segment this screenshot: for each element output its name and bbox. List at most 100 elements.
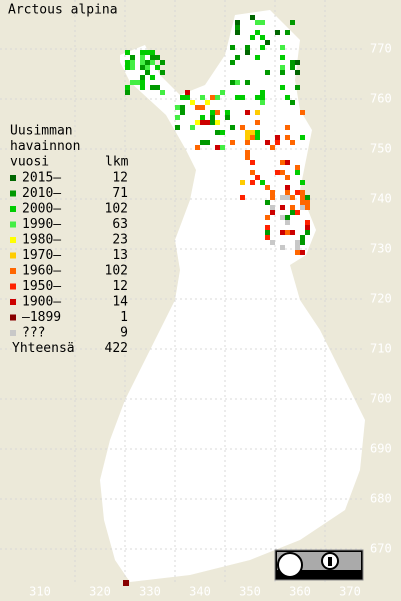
observation-cell: [235, 20, 240, 25]
observation-cell: [220, 130, 225, 135]
northing-label: 730: [370, 242, 392, 256]
legend-label: 1980–: [22, 233, 61, 248]
observation-cell: [285, 175, 290, 180]
legend-label: 1960–: [22, 264, 61, 279]
legend-heading: Uusimman: [10, 124, 73, 139]
observation-cell: [290, 230, 295, 235]
observation-cell: [280, 160, 285, 165]
legend-count: 23: [112, 233, 128, 248]
observation-cell: [305, 205, 310, 210]
legend-count: 102: [105, 202, 128, 217]
observation-cell: [295, 240, 300, 245]
observation-cell: [210, 110, 215, 115]
observation-cell: [180, 110, 185, 115]
observation-cell: [195, 120, 200, 125]
observation-cell: [285, 220, 290, 225]
observation-cell: [230, 60, 235, 65]
observation-cell: [235, 95, 240, 100]
observation-cell: [130, 80, 135, 85]
observation-cell: [265, 140, 270, 145]
observation-cell: [145, 70, 150, 75]
observation-cell: [295, 60, 300, 65]
observation-cell: [290, 140, 295, 145]
observation-cell: [305, 225, 310, 230]
observation-cell: [210, 120, 215, 125]
observation-cell: [260, 20, 265, 25]
observation-cell: [140, 65, 145, 70]
observation-cell: [280, 85, 285, 90]
observation-cell: [185, 95, 190, 100]
observation-cell: [280, 195, 285, 200]
northing-label: 760: [370, 92, 392, 106]
legend-swatch: [10, 221, 16, 228]
observation-cell: [225, 115, 230, 120]
observation-cell: [260, 95, 265, 100]
observation-cell: [140, 60, 145, 65]
observation-cell: [295, 70, 300, 75]
observation-cell: [245, 80, 250, 85]
observation-cell: [140, 55, 145, 60]
observation-cell: [240, 180, 245, 185]
legend-count: 63: [112, 217, 128, 232]
observation-cell: [245, 50, 250, 55]
observation-cell: [225, 110, 230, 115]
observation-cell: [245, 155, 250, 160]
observation-cell: [305, 200, 310, 205]
legend-swatch: [10, 175, 16, 181]
observation-cell: [280, 45, 285, 50]
legend-label: 1970–: [22, 248, 61, 263]
observation-cell: [290, 100, 295, 105]
observation-cell: [255, 120, 260, 125]
axis-labels: 770 760 750 740 730 720 710 700 690 680 670 310 320 3…: [29, 42, 392, 599]
observation-cell: [265, 230, 270, 235]
easting-label: 330: [139, 585, 161, 599]
legend-swatch: [10, 283, 16, 290]
observation-cell: [290, 195, 295, 200]
observation-cell: [260, 100, 265, 105]
observation-cell: [285, 190, 290, 195]
observation-cell: [215, 145, 220, 150]
observation-cell: [280, 65, 285, 70]
observation-cell: [285, 135, 290, 140]
observation-cell: [175, 105, 180, 110]
observation-cell: [275, 140, 280, 145]
observation-cell: [150, 60, 155, 65]
observation-cell: [265, 225, 270, 230]
easting-label: 340: [189, 585, 211, 599]
observation-cell: [300, 135, 305, 140]
observation-cell: [245, 45, 250, 50]
observation-cell: [125, 85, 130, 90]
easting-label: 310: [29, 585, 51, 599]
observation-cell: [195, 105, 200, 110]
easting-label: 370: [339, 585, 361, 599]
observation-cell: [230, 125, 235, 130]
observation-cell: [270, 205, 275, 210]
northing-label: 710: [370, 342, 392, 356]
observation-cell: [230, 80, 235, 85]
northing-label: 740: [370, 192, 392, 206]
observation-cell: [215, 110, 220, 115]
observation-cell: [245, 130, 250, 135]
observation-cell: [200, 95, 205, 100]
observation-cell: [295, 170, 300, 175]
observation-cell: [140, 85, 145, 90]
observation-cell: [300, 195, 305, 200]
observation-cell: [300, 235, 305, 240]
observation-cell: [155, 85, 160, 90]
observation-cell: [230, 140, 235, 145]
observation-cell: [255, 55, 260, 60]
observation-cell: [205, 140, 210, 145]
observation-cell: [210, 115, 215, 120]
observation-cell: [255, 130, 260, 135]
observation-cell: [245, 135, 250, 140]
observation-cell: [255, 110, 260, 115]
observation-cell: [160, 70, 165, 75]
northing-label: 720: [370, 292, 392, 306]
observation-cell: [155, 65, 160, 70]
observation-cell: [265, 215, 270, 220]
observation-cell: [205, 100, 210, 105]
legend-label: 2010–: [22, 186, 61, 201]
observation-cell: [285, 95, 290, 100]
legend-label: 1900–: [22, 295, 61, 310]
